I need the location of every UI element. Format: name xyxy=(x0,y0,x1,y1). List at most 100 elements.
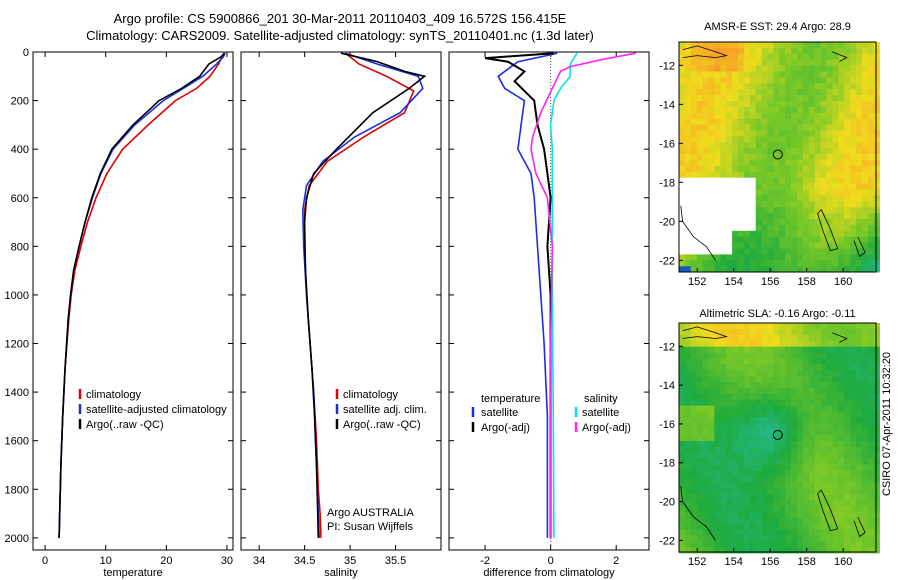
map-cell xyxy=(802,213,810,220)
map-cell xyxy=(755,423,762,430)
map-cell xyxy=(767,387,774,395)
map-cell xyxy=(696,254,703,261)
map-cell xyxy=(743,352,751,359)
map-cell xyxy=(767,423,774,430)
map-cell xyxy=(844,59,851,66)
map-cell xyxy=(743,248,751,255)
map-cell xyxy=(779,118,786,125)
x-axis-label: difference from climatology xyxy=(483,567,615,579)
map-cell xyxy=(702,136,709,143)
y-tick-label: -18 xyxy=(659,177,675,189)
coastline-contour xyxy=(682,326,728,339)
map-cell xyxy=(767,207,774,214)
map-cell xyxy=(761,213,768,220)
map-cell xyxy=(761,171,768,178)
map-cell xyxy=(743,529,751,536)
map-cell xyxy=(720,470,727,477)
map-cell xyxy=(791,71,798,78)
map-cell xyxy=(785,340,792,347)
map-cell xyxy=(826,254,833,261)
map-cell xyxy=(856,441,863,448)
map-cell xyxy=(867,201,874,208)
map-cell xyxy=(814,260,821,267)
map-cell xyxy=(838,535,845,542)
map-cell xyxy=(743,83,751,90)
map-cell xyxy=(850,387,857,395)
map-cell xyxy=(773,266,780,273)
map-cell xyxy=(690,207,697,214)
map-cell xyxy=(749,53,756,60)
map-cell xyxy=(844,482,851,489)
map-cell xyxy=(832,118,839,125)
map-cell xyxy=(732,53,739,60)
map-cell xyxy=(861,387,869,395)
map-cell xyxy=(802,376,810,383)
map-cell xyxy=(808,47,815,55)
map-cell xyxy=(767,154,774,161)
map-cell xyxy=(779,95,786,102)
map-cell xyxy=(767,201,774,208)
map-cell xyxy=(867,154,874,161)
map-cell xyxy=(726,352,733,359)
map-cell xyxy=(785,124,792,131)
map-cell xyxy=(684,124,692,131)
map-cell xyxy=(856,435,863,442)
map-cell xyxy=(820,177,827,184)
map-cell xyxy=(856,189,863,196)
map-cell xyxy=(797,435,804,442)
map-cell xyxy=(773,207,780,214)
map-cell xyxy=(797,142,804,149)
map-cell xyxy=(679,505,686,513)
map-cell xyxy=(708,476,715,483)
series-line-climatology xyxy=(58,52,225,538)
map-cell xyxy=(679,376,686,383)
map-cell xyxy=(696,452,703,459)
map-cell xyxy=(708,323,715,330)
map-cell xyxy=(861,260,869,267)
map-cell xyxy=(844,183,851,190)
map-cell xyxy=(720,189,727,196)
map-cell xyxy=(779,160,786,167)
map-cell xyxy=(773,405,780,412)
map-cell xyxy=(791,370,798,377)
map-cell xyxy=(856,260,863,267)
map-cell xyxy=(814,224,821,232)
map-cell xyxy=(749,393,756,400)
map-cell xyxy=(779,42,786,49)
map-cell xyxy=(702,452,709,459)
map-cell xyxy=(749,334,756,341)
map-cell xyxy=(861,535,869,542)
map-cell xyxy=(826,65,833,72)
map-cell xyxy=(861,47,869,55)
map-cell xyxy=(779,59,786,66)
map-cell xyxy=(755,382,762,389)
map-cell xyxy=(779,346,786,353)
map-cell xyxy=(708,441,715,448)
map-cell xyxy=(714,500,721,507)
map-cell xyxy=(773,106,780,114)
map-cell xyxy=(791,505,798,513)
map-cell xyxy=(773,547,780,554)
map-cell xyxy=(726,488,733,495)
map-cell xyxy=(679,195,686,202)
map-cell xyxy=(767,183,774,190)
map-cell xyxy=(844,505,851,513)
map-cell xyxy=(873,488,880,495)
map-cell xyxy=(684,65,692,72)
map-cell xyxy=(838,346,845,353)
map-cell xyxy=(791,248,798,255)
map-cell xyxy=(714,505,721,513)
map-cell xyxy=(690,523,697,530)
map-cell xyxy=(708,236,715,243)
map-cell xyxy=(773,154,780,161)
map-cell xyxy=(732,260,739,267)
map-cell xyxy=(844,535,851,542)
map-cell xyxy=(814,124,821,131)
map-cell xyxy=(867,148,874,155)
map-cell xyxy=(808,177,815,184)
map-cell xyxy=(873,219,880,226)
map-cell xyxy=(832,59,839,66)
map-cell xyxy=(761,429,768,436)
map-cell xyxy=(826,364,833,371)
map-cell xyxy=(755,482,762,489)
